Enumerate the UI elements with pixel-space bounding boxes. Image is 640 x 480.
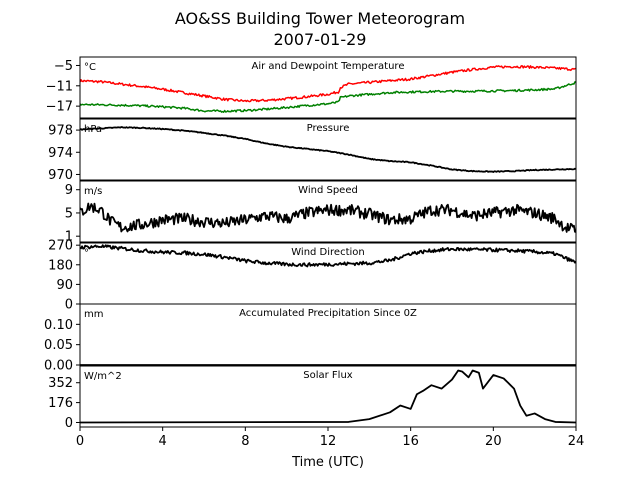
panel-1-y-tick-label-2: −11 (46, 79, 73, 94)
panel-3-y-tick-label-1: 9 (65, 183, 73, 198)
panel-1-y-tick-label-1: −5 (54, 59, 73, 74)
x-tick-label-2: 4 (159, 434, 167, 449)
panel-4: 270 180 90 0 ° Wind Direction (48, 239, 577, 313)
panel-4-y-tick-label-4: 0 (65, 298, 73, 313)
panel-4-title: Wind Direction (291, 247, 365, 258)
panel-2-y-tick-label-1: 978 (48, 124, 73, 139)
x-tick-label-7: 24 (568, 434, 585, 449)
panel-2-series-1-line (80, 126, 576, 173)
panels: −5 −11 −17 °C Air and Dewpoint Temperature 97… (44, 56, 577, 431)
panel-3-title: Wind Speed (298, 185, 358, 196)
panel-4-unit: ° (84, 248, 89, 259)
panel-2-title: Pressure (307, 123, 350, 134)
panel-5-y-tick-label-2: 0.05 (44, 338, 73, 353)
panel-1-series-1-line (80, 65, 576, 103)
x-axis: 0 4 8 12 16 20 24 (76, 427, 584, 449)
panel-6-series-1-line (80, 369, 576, 424)
panel-2-unit: hPa (84, 124, 102, 135)
panel-5-y-tick-label-3: 0.00 (44, 359, 73, 374)
panel-4-y-tick-label-3: 90 (56, 278, 73, 293)
panel-5-title: Accumulated Precipitation Since 0Z (239, 308, 417, 319)
panel-6-y-tick-label-1: 352 (48, 376, 73, 391)
panel-1-title: Air and Dewpoint Temperature (252, 61, 405, 72)
panel-3-y-tick-label-2: 5 (65, 206, 73, 221)
panel-5-unit: mm (84, 309, 103, 320)
panel-2-y-tick-label-2: 974 (48, 146, 73, 161)
panel-5-frame (79, 303, 577, 366)
figure-title: AO&SS Building Tower Meteorogram (175, 9, 465, 28)
panel-1-frame (79, 56, 577, 119)
panel-3-y-tick-label-3: 1 (65, 230, 73, 245)
panel-5: 0.10 0.05 0.00 mm Accumulated Precipitation … (44, 303, 577, 374)
panel-3-series-1-line (80, 202, 576, 233)
panel-5-y-tick-label-1: 0.10 (44, 318, 73, 333)
panel-2-frame (79, 118, 577, 181)
panel-6-y-tick-label-3: 0 (65, 416, 73, 431)
x-tick-label-1: 0 (76, 434, 84, 449)
panel-2: 978 974 970 hPa Pressure (48, 118, 577, 183)
panel-1-series-2-line (80, 81, 576, 113)
x-axis-label: Time (UTC) (291, 455, 364, 470)
panel-1-unit: °C (84, 62, 96, 73)
x-tick-label-3: 8 (241, 434, 249, 449)
panel-4-series-1-line (80, 244, 576, 268)
panel-6-unit: W/m^2 (84, 371, 122, 382)
x-tick-label-5: 16 (402, 434, 419, 449)
x-tick-label-4: 12 (320, 434, 337, 449)
panel-3-unit: m/s (84, 186, 102, 197)
panel-4-y-tick-label-2: 180 (48, 258, 73, 273)
panel-1: −5 −11 −17 °C Air and Dewpoint Temperature (46, 56, 577, 119)
figure-subtitle: 2007-01-29 (274, 30, 367, 49)
panel-3: 9 5 1 m/s Wind Speed (65, 180, 577, 245)
panel-4-y-tick-label-1: 270 (48, 239, 73, 254)
panel-3-frame (79, 180, 577, 243)
panel-6-y-tick-label-2: 176 (48, 396, 73, 411)
panel-1-y-tick-label-3: −17 (46, 100, 73, 115)
panel-2-y-tick-label-3: 970 (48, 168, 73, 183)
panel-6-title: Solar Flux (303, 370, 353, 381)
x-tick-label-6: 20 (485, 434, 502, 449)
panel-6: 352 176 0 W/m^2 Solar Flux (48, 365, 577, 431)
